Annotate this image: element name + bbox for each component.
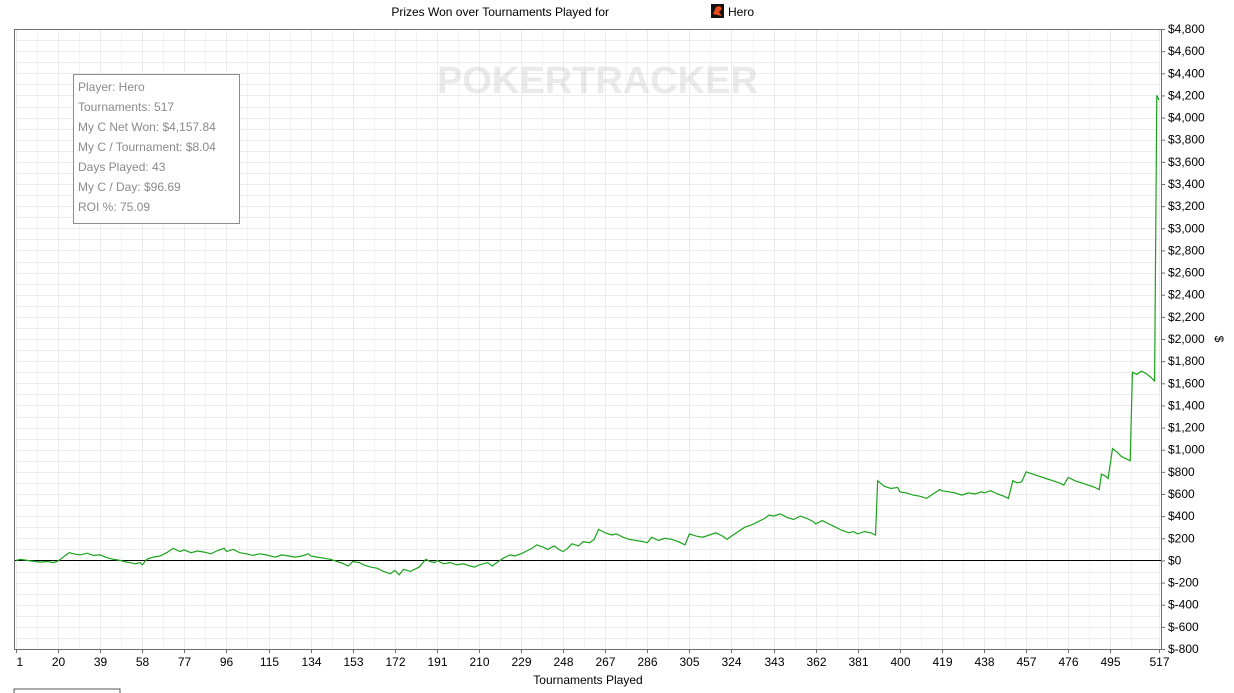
x-tick-label: 153 [343, 655, 363, 669]
y-tick-label: $1,200 [1168, 421, 1205, 435]
stats-line: ROI %: 75.09 [78, 200, 150, 214]
pokertracker-watermark: POKERTRACKER [437, 60, 758, 102]
x-tick-label: 457 [1016, 655, 1036, 669]
y-tick-label: $2,200 [1168, 310, 1205, 324]
y-tick-label: $3,200 [1168, 199, 1205, 213]
stats-line: My C Net Won: $4,157.84 [78, 120, 216, 134]
x-tick-label: 362 [806, 655, 826, 669]
x-tick-label: 495 [1100, 655, 1120, 669]
y-tick-label: $-200 [1168, 576, 1199, 590]
x-tick-label: 115 [260, 655, 279, 669]
x-tick-label: 248 [553, 655, 573, 669]
stats-box: Player: Hero Tournaments: 517 My C Net Won… [73, 74, 240, 224]
y-tick-label: $1,800 [1168, 354, 1205, 368]
y-tick-label: $4,600 [1168, 44, 1205, 58]
x-tick-label: 134 [301, 655, 321, 669]
y-tick-label: $3,600 [1168, 155, 1205, 169]
y-tick-label: $800 [1168, 465, 1195, 479]
y-tick-label: $2,400 [1168, 288, 1205, 302]
x-tick-label: 20 [52, 655, 66, 669]
y-tick-label: $3,400 [1168, 177, 1205, 191]
chart-title: Prizes Won over Tournaments Played for [391, 5, 609, 19]
y-tick-label: $-600 [1168, 620, 1199, 634]
x-axis-ticks: 1 20 39 58 77 96 115 134 153 172 191 210 229 248 267 28… [16, 649, 1170, 669]
series-line-hero [15, 95, 1160, 576]
x-tick-label: 58 [136, 655, 150, 669]
y-tick-label: $1,600 [1168, 376, 1205, 390]
y-tick-label: $-800 [1168, 642, 1199, 656]
stats-line: My C / Tournament: $8.04 [78, 140, 216, 154]
x-tick-label: 324 [721, 655, 741, 669]
x-tick-label: 77 [178, 655, 192, 669]
x-tick-label: 419 [932, 655, 952, 669]
y-tick-label: $4,200 [1168, 88, 1205, 102]
y-tick-label: $600 [1168, 487, 1195, 501]
legend-stub [13, 688, 121, 693]
x-tick-label: 381 [848, 655, 868, 669]
x-tick-label: 438 [974, 655, 994, 669]
x-tick-label: 39 [94, 655, 108, 669]
y-tick-label: $3,000 [1168, 221, 1205, 235]
chart-title-player: Hero [728, 5, 754, 19]
y-tick-label: $2,600 [1168, 266, 1205, 280]
y-axis-ticks: $-800 $-600 $-400 $-200 $0 $200 $400 $600 $800 $1… [1161, 22, 1205, 656]
x-tick-label: 305 [679, 655, 699, 669]
player-flag-icon [711, 4, 724, 18]
x-tick-label: 191 [427, 655, 447, 669]
x-tick-label: 286 [637, 655, 657, 669]
x-tick-label: 517 [1149, 655, 1169, 669]
stats-line: Days Played: 43 [78, 160, 166, 174]
stats-line: Tournaments: 517 [78, 100, 174, 114]
y-tick-label: $1,400 [1168, 398, 1205, 412]
y-tick-label: $1,000 [1168, 443, 1205, 457]
x-tick-label: 96 [220, 655, 234, 669]
y-tick-label: $4,800 [1168, 22, 1205, 36]
y-tick-label: $4,400 [1168, 66, 1205, 80]
watermark-text: POKERTRACKER [437, 60, 758, 102]
x-tick-label: 210 [469, 655, 489, 669]
y-tick-label: $200 [1168, 531, 1195, 545]
x-tick-label: 172 [385, 655, 405, 669]
y-tick-label: $2,800 [1168, 243, 1205, 257]
x-tick-label: 400 [890, 655, 910, 669]
x-tick-label: 343 [764, 655, 784, 669]
stats-line: My C / Day: $96.69 [78, 180, 181, 194]
stats-line: Player: Hero [78, 80, 145, 94]
x-tick-label: 1 [17, 655, 24, 669]
plot-frame [14, 29, 1162, 650]
y-tick-label: $-400 [1168, 598, 1199, 612]
y-tick-label: $0 [1168, 553, 1182, 567]
x-tick-label: 229 [511, 655, 531, 669]
y-tick-label: $4,000 [1168, 111, 1205, 125]
y-tick-label: $400 [1168, 509, 1195, 523]
y-axis-label: $ [1212, 336, 1226, 343]
y-tick-label: $3,800 [1168, 133, 1205, 147]
y-tick-label: $2,000 [1168, 332, 1205, 346]
x-tick-label: 267 [595, 655, 615, 669]
x-axis-label: Tournaments Played [533, 673, 642, 687]
horizontal-gridlines [14, 29, 1161, 650]
x-tick-label: 476 [1058, 655, 1078, 669]
